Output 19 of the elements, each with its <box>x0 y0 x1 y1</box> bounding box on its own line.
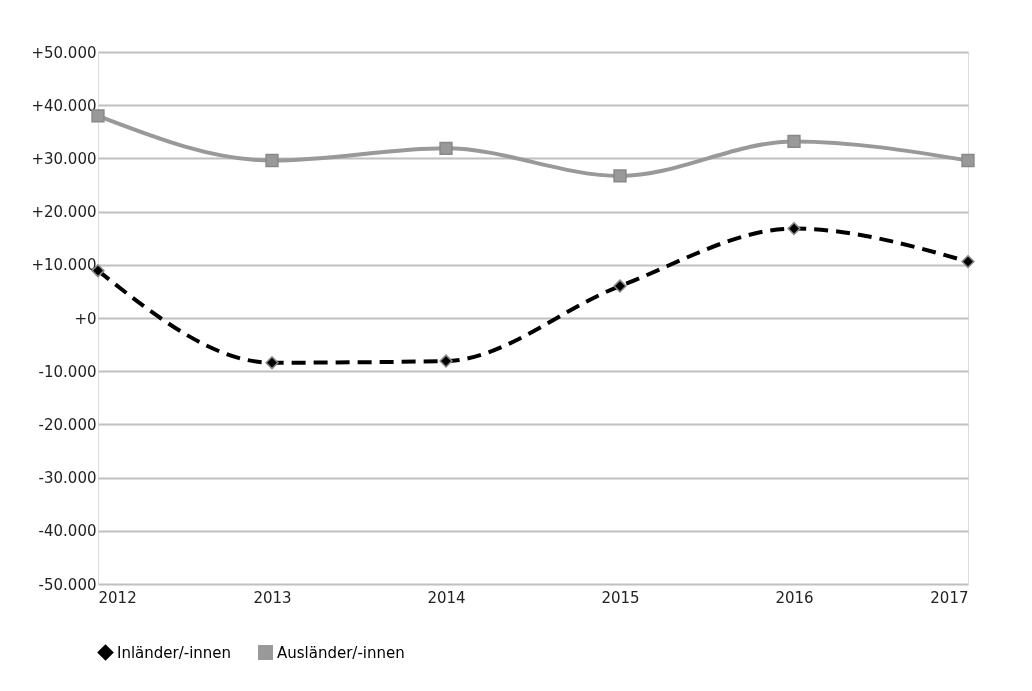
x-tick-label: 2013 <box>253 588 292 607</box>
legend-label: Inländer/-innen <box>117 643 232 662</box>
y-tick-label: -10.000 <box>38 362 97 381</box>
y-tick-label: +30.000 <box>31 149 97 168</box>
y-tick-label: +50.000 <box>31 43 97 62</box>
x-tick-label: 2012 <box>98 588 137 607</box>
y-tick-label: +0 <box>74 309 97 328</box>
y-tick-label: +40.000 <box>31 96 97 115</box>
y-tick-label: +10.000 <box>31 256 97 275</box>
x-tick-label: 2017 <box>930 588 969 607</box>
y-tick-label: -30.000 <box>38 469 97 488</box>
y-tick-label: -50.000 <box>38 575 97 594</box>
y-tick-label: -20.000 <box>38 415 97 434</box>
y-tick-label: +20.000 <box>31 203 97 222</box>
x-tick-label: 2016 <box>775 588 814 607</box>
y-tick-label: -40.000 <box>38 522 97 541</box>
x-tick-label: 2015 <box>601 588 640 607</box>
legend-label: Ausländer/-innen <box>277 643 405 662</box>
x-tick-label: 2014 <box>427 588 466 607</box>
